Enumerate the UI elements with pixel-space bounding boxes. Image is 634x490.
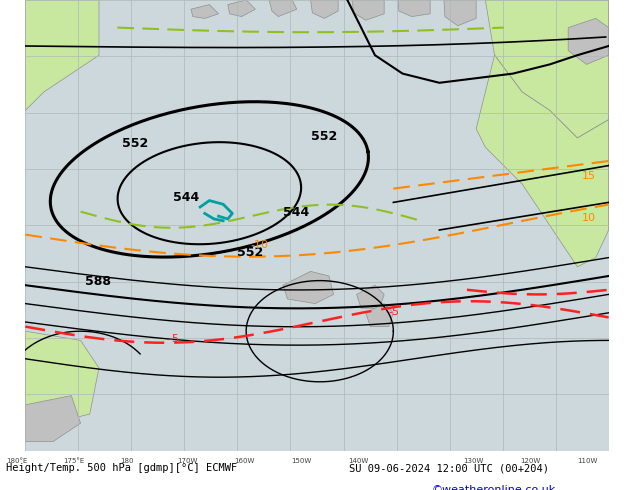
Text: 15: 15 xyxy=(582,172,596,181)
Text: 120W: 120W xyxy=(520,458,540,464)
Polygon shape xyxy=(568,19,609,64)
Text: 175°E: 175°E xyxy=(63,458,85,464)
Polygon shape xyxy=(269,0,297,17)
Text: 110W: 110W xyxy=(577,458,597,464)
Text: 170W: 170W xyxy=(178,458,198,464)
Polygon shape xyxy=(311,0,338,19)
Polygon shape xyxy=(366,304,393,327)
Text: 140W: 140W xyxy=(349,458,369,464)
Text: Height/Temp. 500 hPa [gdmp][°C] ECMWF: Height/Temp. 500 hPa [gdmp][°C] ECMWF xyxy=(6,463,238,473)
Polygon shape xyxy=(398,0,430,17)
Polygon shape xyxy=(486,0,609,138)
Text: -5: -5 xyxy=(389,307,400,317)
Text: 130W: 130W xyxy=(463,458,483,464)
Text: 150W: 150W xyxy=(292,458,312,464)
Text: 544: 544 xyxy=(172,191,199,203)
Text: 552: 552 xyxy=(311,130,337,143)
Text: -10: -10 xyxy=(251,241,269,250)
Text: SU 09-06-2024 12:00 UTC (00+204): SU 09-06-2024 12:00 UTC (00+204) xyxy=(349,463,548,473)
Polygon shape xyxy=(283,271,333,304)
Text: 552: 552 xyxy=(237,246,263,259)
Polygon shape xyxy=(352,0,384,20)
Polygon shape xyxy=(25,331,99,423)
Text: 544: 544 xyxy=(283,206,309,219)
Polygon shape xyxy=(191,4,219,19)
Polygon shape xyxy=(356,285,384,308)
Text: 180°E: 180°E xyxy=(6,458,28,464)
Text: 180: 180 xyxy=(120,458,134,464)
Text: 160W: 160W xyxy=(235,458,255,464)
Text: 10: 10 xyxy=(582,213,596,223)
Text: -5: -5 xyxy=(168,334,179,344)
Polygon shape xyxy=(444,0,476,26)
Polygon shape xyxy=(476,55,609,267)
Text: 588: 588 xyxy=(85,275,111,288)
Polygon shape xyxy=(228,0,256,17)
Text: 552: 552 xyxy=(122,137,148,150)
Polygon shape xyxy=(25,0,99,110)
Text: ©weatheronline.co.uk: ©weatheronline.co.uk xyxy=(431,485,555,490)
Polygon shape xyxy=(25,395,81,441)
